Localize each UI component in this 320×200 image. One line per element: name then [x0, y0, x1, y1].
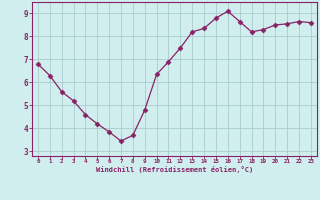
- X-axis label: Windchill (Refroidissement éolien,°C): Windchill (Refroidissement éolien,°C): [96, 166, 253, 173]
